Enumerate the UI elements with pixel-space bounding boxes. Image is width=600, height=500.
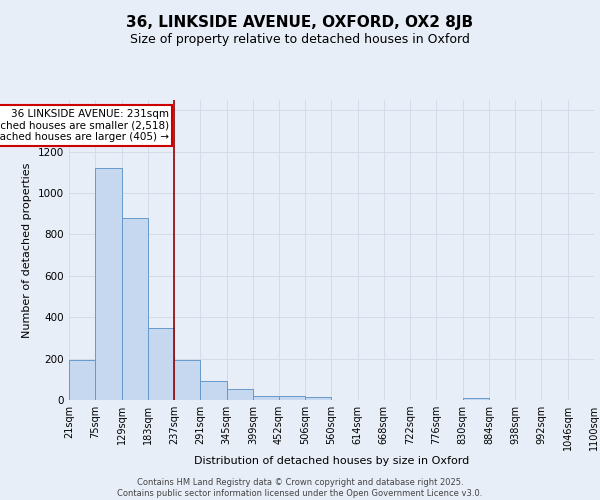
Bar [305,397,331,400]
Y-axis label: Number of detached properties: Number of detached properties [22,162,32,338]
Bar [463,398,489,400]
Bar [279,396,305,400]
Bar [148,328,174,400]
Bar [200,382,227,400]
Bar [227,388,253,400]
Text: 36 LINKSIDE AVENUE: 231sqm
← 86% of detached houses are smaller (2,518)
14% of s: 36 LINKSIDE AVENUE: 231sqm ← 86% of deta… [0,109,169,142]
Bar [69,360,95,400]
Bar [95,168,122,400]
Bar [122,218,148,400]
Text: Size of property relative to detached houses in Oxford: Size of property relative to detached ho… [130,32,470,46]
Text: Contains HM Land Registry data © Crown copyright and database right 2025.
Contai: Contains HM Land Registry data © Crown c… [118,478,482,498]
Bar [174,360,200,400]
X-axis label: Distribution of detached houses by size in Oxford: Distribution of detached houses by size … [194,456,469,466]
Bar [253,396,279,400]
Text: 36, LINKSIDE AVENUE, OXFORD, OX2 8JB: 36, LINKSIDE AVENUE, OXFORD, OX2 8JB [127,15,473,30]
